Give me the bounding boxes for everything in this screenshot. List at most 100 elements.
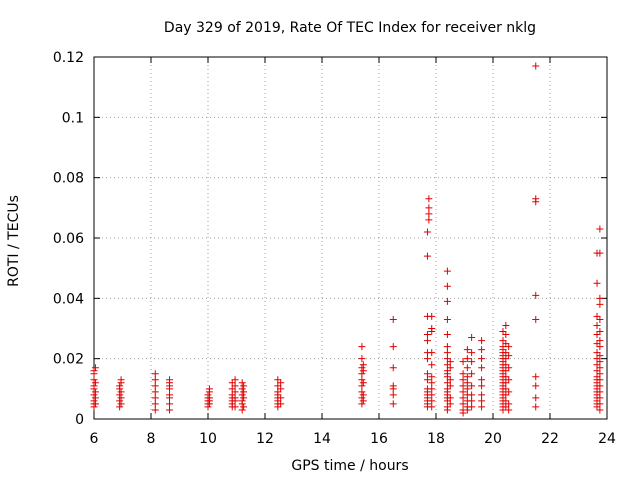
data-point [446, 394, 454, 402]
data-point [151, 388, 159, 396]
data-point [459, 358, 467, 366]
data-point [468, 403, 476, 411]
data-point [358, 394, 366, 402]
data-point [117, 376, 125, 384]
data-point [90, 397, 98, 405]
y-tick-label: 0.06 [53, 231, 84, 247]
data-point [389, 364, 397, 372]
y-tick-label: 0.12 [53, 50, 84, 66]
data-point [443, 297, 451, 305]
data-point [443, 403, 451, 411]
data-point [446, 376, 454, 384]
data-point [446, 358, 454, 366]
data-point [478, 346, 486, 354]
data-point [596, 225, 604, 233]
x-tick-label: 12 [256, 431, 274, 447]
data-point [228, 385, 236, 393]
data-point [423, 252, 431, 260]
data-point [502, 355, 510, 363]
data-point [166, 391, 174, 399]
data-point [358, 376, 366, 384]
data-point [446, 400, 454, 408]
data-point [459, 376, 467, 384]
data-point [389, 315, 397, 323]
data-point [502, 361, 510, 369]
data-point [231, 394, 239, 402]
data-point [91, 379, 99, 387]
data-point [596, 400, 604, 408]
data-point [478, 337, 486, 345]
data-point [238, 406, 246, 414]
x-axis-label: GPS time / hours [291, 458, 408, 474]
data-point [443, 361, 451, 369]
data-point [389, 382, 397, 390]
data-point [593, 312, 601, 320]
y-tick-label: 0.1 [62, 110, 84, 126]
data-point [478, 403, 486, 411]
data-point [238, 385, 246, 393]
data-point [443, 379, 451, 387]
data-point [468, 382, 476, 390]
data-point [428, 349, 436, 357]
data-point [502, 367, 510, 375]
data-point [91, 388, 99, 396]
data-point [205, 385, 213, 393]
data-point [274, 382, 282, 390]
data-point [596, 328, 604, 336]
data-point [459, 382, 467, 390]
y-tick-label: 0.04 [53, 291, 84, 307]
data-point [596, 376, 604, 384]
data-point [596, 370, 604, 378]
data-point [231, 388, 239, 396]
data-point [502, 331, 510, 339]
data-point [593, 373, 601, 381]
data-point [502, 373, 510, 381]
data-point [151, 376, 159, 384]
data-point [502, 340, 510, 348]
data-point [478, 391, 486, 399]
data-point [463, 364, 471, 372]
data-point [358, 343, 366, 351]
data-point [596, 352, 604, 360]
data-point [428, 379, 436, 387]
data-point [593, 355, 601, 363]
data-point [277, 379, 285, 387]
x-tick-label: 24 [598, 431, 616, 447]
data-point [502, 391, 510, 399]
data-point [596, 249, 604, 257]
data-point [502, 379, 510, 387]
grid-layer [94, 57, 607, 419]
data-point [358, 400, 366, 408]
data-point [425, 195, 433, 203]
data-point [596, 315, 604, 323]
data-point [443, 282, 451, 290]
data-point [443, 315, 451, 323]
data-point [593, 321, 601, 329]
data-point [532, 62, 540, 70]
data-point [90, 367, 98, 375]
data-point [532, 373, 540, 381]
data-point [117, 388, 125, 396]
chart-title: Day 329 of 2019, Rate Of TEC Index for r… [164, 20, 536, 36]
data-point [593, 367, 601, 375]
data-point [90, 376, 98, 384]
data-point [459, 400, 467, 408]
data-point [428, 385, 436, 393]
data-point [596, 394, 604, 402]
data-point [240, 382, 248, 390]
data-point [443, 343, 451, 351]
data-point [596, 364, 604, 372]
data-point [596, 300, 604, 308]
data-point [228, 379, 236, 387]
data-point [446, 382, 454, 390]
data-point [478, 376, 486, 384]
data-point [358, 388, 366, 396]
data-point [446, 364, 454, 372]
data-point [238, 397, 246, 405]
data-point [151, 394, 159, 402]
data-point [358, 364, 366, 372]
data-point [463, 379, 471, 387]
data-point [231, 376, 239, 384]
data-point [428, 325, 436, 332]
